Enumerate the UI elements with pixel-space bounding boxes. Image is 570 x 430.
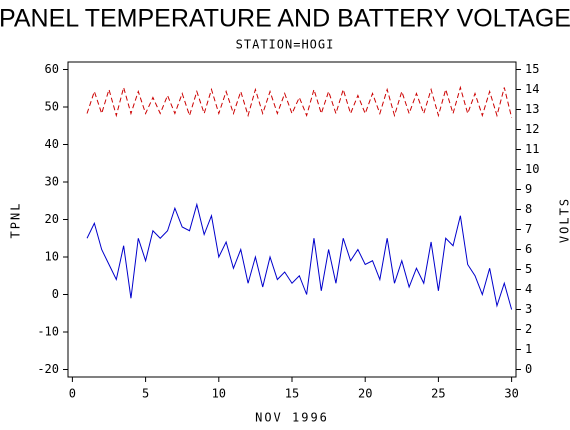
series-line — [86, 85, 513, 118]
x-tick-label: 30 — [504, 387, 518, 401]
y2-tick-label: 6 — [525, 242, 532, 256]
y-tick-label: -10 — [37, 325, 59, 339]
y-axis-label: TPNL — [9, 202, 23, 239]
y2-tick-label: 15 — [525, 62, 539, 76]
y2-tick-label: 0 — [525, 362, 532, 376]
x-axis-label: NOV 1996 — [255, 411, 329, 425]
plot-frame — [67, 61, 517, 378]
y-tick-label: 60 — [45, 62, 59, 76]
x-tick-label: 0 — [69, 387, 76, 401]
y2-tick-label: 4 — [525, 282, 532, 296]
y-tick-label: 50 — [45, 100, 59, 114]
y2-tick-label: 5 — [525, 262, 532, 276]
y-tick-label: 40 — [45, 137, 59, 151]
y-tick-label: 0 — [52, 287, 59, 301]
y2-tick-label: 14 — [525, 82, 539, 96]
y2-tick-label: 12 — [525, 122, 539, 136]
x-tick-label: 10 — [212, 387, 226, 401]
y-tick-label: 30 — [45, 175, 59, 189]
y2-tick-label: 13 — [525, 102, 539, 116]
x-tick-label: 15 — [285, 387, 299, 401]
x-tick-label: 25 — [431, 387, 445, 401]
series-line — [86, 202, 513, 310]
x-tick-label: 5 — [142, 387, 149, 401]
y2-tick-label: 1 — [525, 342, 532, 356]
y2-axis-label: VOLTS — [558, 197, 570, 243]
y-tick-label: 20 — [45, 212, 59, 226]
y2-tick-label: 9 — [525, 182, 532, 196]
x-tick-label: 20 — [358, 387, 372, 401]
y2-tick-label: 2 — [525, 322, 532, 336]
y-tick-label: -20 — [37, 362, 59, 376]
y2-tick-label: 11 — [525, 142, 539, 156]
y-tick-label: 10 — [45, 250, 59, 264]
y2-tick-label: 3 — [525, 302, 532, 316]
chart-title: PANEL TEMPERATURE AND BATTERY VOLTAGE — [0, 5, 570, 33]
chart-subtitle: STATION=HOGI — [236, 38, 335, 52]
y2-tick-label: 7 — [525, 222, 532, 236]
y2-tick-label: 10 — [525, 162, 539, 176]
y2-tick-label: 8 — [525, 202, 532, 216]
